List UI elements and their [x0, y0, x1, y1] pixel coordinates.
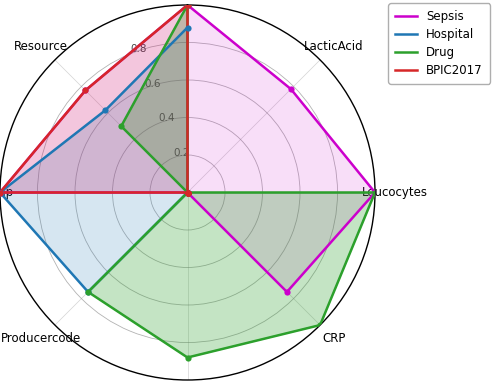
Point	[371, 189, 379, 196]
Drug	[118, 124, 124, 129]
Sepsis	[184, 190, 190, 195]
Point	[184, 189, 192, 196]
BPIC2017	[184, 3, 190, 7]
Hospital	[184, 190, 190, 195]
Sepsis	[184, 3, 190, 7]
Point	[184, 189, 192, 196]
Sepsis	[0, 190, 3, 195]
Drug	[184, 3, 190, 7]
Point	[184, 189, 192, 196]
Sepsis	[82, 88, 88, 93]
Sepsis	[184, 3, 190, 7]
Line: BPIC2017: BPIC2017	[0, 5, 188, 192]
Sepsis	[184, 190, 190, 195]
Point	[283, 289, 291, 295]
Polygon shape	[0, 5, 188, 192]
Drug	[317, 323, 323, 327]
Point	[0, 189, 4, 196]
Drug	[184, 190, 190, 195]
Point	[82, 87, 90, 94]
Point	[184, 189, 192, 196]
Hospital	[184, 190, 190, 195]
Polygon shape	[0, 5, 375, 292]
Drug	[85, 290, 91, 294]
Point	[102, 107, 110, 113]
Point	[184, 189, 192, 196]
Point	[184, 189, 192, 196]
BPIC2017	[184, 3, 190, 7]
BPIC2017	[184, 190, 190, 195]
Point	[184, 2, 192, 8]
Drug	[184, 355, 190, 360]
Hospital	[184, 25, 190, 30]
Point	[184, 24, 192, 30]
Hospital	[85, 290, 91, 294]
Point	[371, 189, 379, 196]
Point	[184, 189, 192, 196]
Point	[184, 189, 192, 196]
Point	[316, 322, 324, 328]
BPIC2017	[82, 88, 88, 93]
Point	[84, 289, 92, 295]
Point	[117, 123, 125, 129]
Point	[0, 189, 4, 196]
BPIC2017	[184, 190, 190, 195]
Point	[184, 2, 192, 8]
Drug	[372, 190, 378, 195]
Line: Hospital: Hospital	[0, 27, 188, 292]
Point	[184, 189, 192, 196]
Line: Sepsis: Sepsis	[0, 5, 375, 292]
Point	[287, 86, 295, 92]
Polygon shape	[88, 5, 375, 358]
Sepsis	[284, 290, 290, 294]
Hospital	[184, 190, 190, 195]
BPIC2017	[0, 190, 3, 195]
Point	[184, 189, 192, 196]
Hospital	[184, 25, 190, 30]
Drug	[184, 3, 190, 7]
Polygon shape	[0, 27, 188, 292]
Point	[82, 87, 90, 94]
Point	[0, 189, 4, 196]
Point	[184, 355, 192, 361]
Point	[184, 189, 192, 196]
Sepsis	[372, 190, 378, 195]
BPIC2017	[184, 190, 190, 195]
Line: Drug: Drug	[88, 5, 375, 358]
Sepsis	[288, 87, 294, 91]
BPIC2017	[184, 190, 190, 195]
Point	[84, 289, 92, 295]
Point	[184, 2, 192, 8]
Point	[184, 189, 192, 196]
Drug	[184, 190, 190, 195]
BPIC2017	[184, 190, 190, 195]
Hospital	[0, 190, 3, 195]
Hospital	[184, 190, 190, 195]
Legend: Sepsis, Hospital, Drug, BPIC2017: Sepsis, Hospital, Drug, BPIC2017	[388, 3, 490, 84]
Hospital	[102, 108, 108, 112]
Point	[184, 189, 192, 196]
